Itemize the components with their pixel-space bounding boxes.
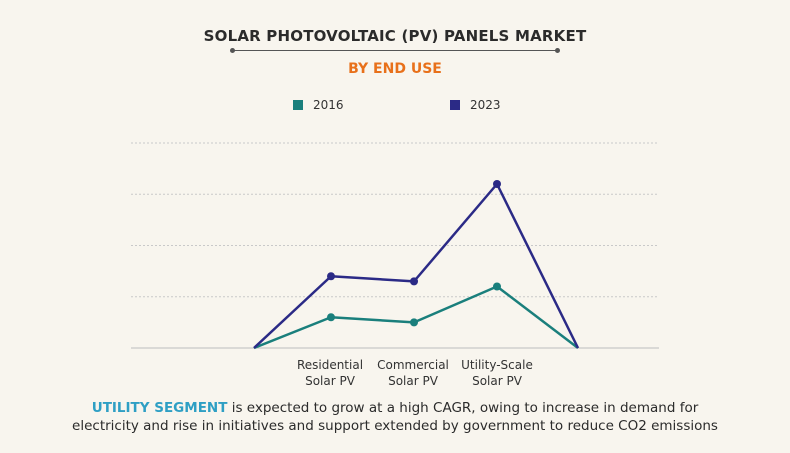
data-point-2016 xyxy=(493,282,501,291)
chart-caption: UTILITY SEGMENT is expected to grow at a… xyxy=(0,399,790,435)
x-tick-label-commercial: Commercial Solar PV xyxy=(358,357,468,389)
x-tick-label-line: Solar PV xyxy=(472,374,522,388)
title-divider xyxy=(230,48,560,53)
legend-item-2023: 2023 xyxy=(450,98,501,112)
x-tick-label-line: Solar PV xyxy=(388,374,438,388)
legend-item-2016: 2016 xyxy=(293,98,344,112)
legend-swatch-2023 xyxy=(450,100,460,110)
chart-subtitle: BY END USE xyxy=(348,61,442,77)
caption-highlight: UTILITY SEGMENT xyxy=(91,400,228,416)
caption-line-1: UTILITY SEGMENT is expected to grow at a… xyxy=(0,399,790,417)
data-point-2023 xyxy=(493,180,501,188)
x-tick-label-line: Commercial xyxy=(377,358,449,372)
x-tick-label-line: Solar PV xyxy=(305,374,355,388)
data-point-2023 xyxy=(410,277,418,286)
data-point-2016 xyxy=(410,318,418,327)
caption-line-1-text: is expected to grow at a high CAGR, owin… xyxy=(227,400,699,416)
x-tick-label-utility-scale: Utility-Scale Solar PV xyxy=(442,357,552,389)
series-line-2016 xyxy=(253,285,579,350)
data-point-2016 xyxy=(327,313,335,322)
x-tick-label-line: Utility-Scale xyxy=(461,358,533,372)
caption-line-2: electricity and rise in initiatives and … xyxy=(72,418,718,434)
chart-title: SOLAR PHOTOVOLTAIC (PV) PANELS MARKET xyxy=(203,27,587,45)
legend-label-2023: 2023 xyxy=(470,98,501,112)
x-tick-label-line: Residential xyxy=(296,358,364,372)
x-tick-label-residential: Residential Solar PV xyxy=(275,357,385,389)
data-point-2023 xyxy=(327,272,335,281)
legend-swatch-2016 xyxy=(293,100,303,110)
legend-label-2016: 2016 xyxy=(313,98,344,112)
